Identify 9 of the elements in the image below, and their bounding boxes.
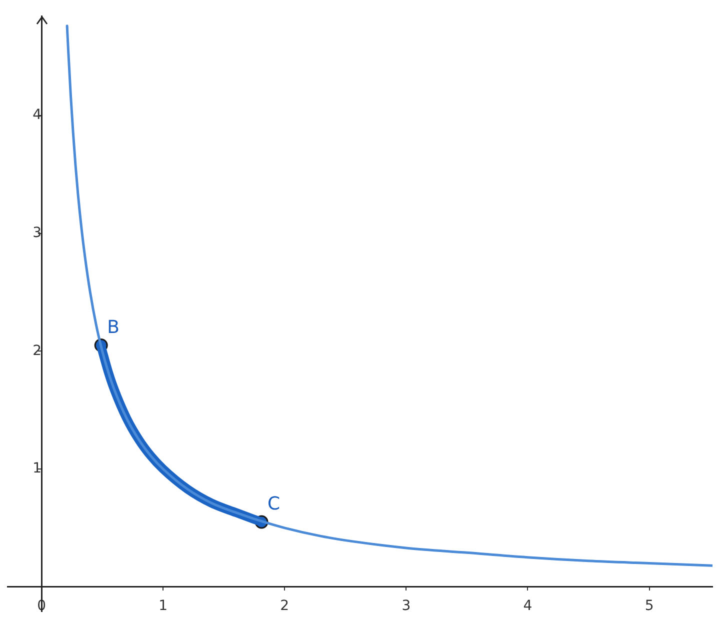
x-tick-label: 5 — [644, 598, 654, 614]
series-label: B — [107, 316, 120, 338]
y-tick-label: 1 — [32, 460, 42, 477]
y-tick-label: 2 — [32, 342, 42, 359]
x-tick-label: 1 — [158, 598, 168, 614]
x-tick-label: 4 — [523, 598, 532, 614]
series-label: C — [268, 494, 280, 515]
x-tick-label: 2 — [280, 598, 290, 614]
x-tick-label: 3 — [402, 598, 411, 614]
